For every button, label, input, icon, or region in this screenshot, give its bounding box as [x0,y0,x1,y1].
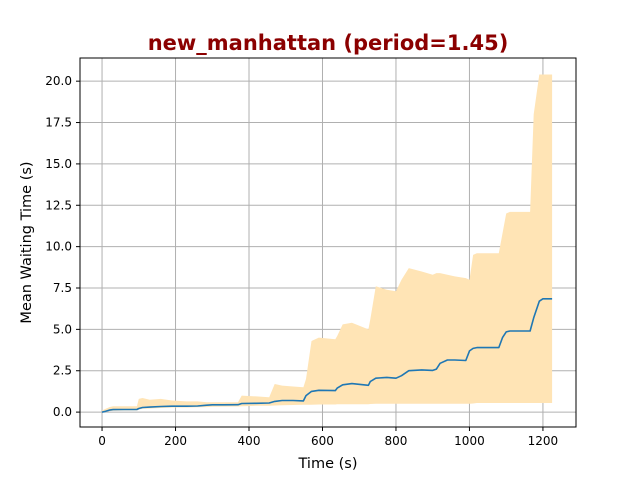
x-tick-label: 0 [98,434,106,448]
x-tick-label: 200 [164,434,187,448]
y-tick-label: 12.5 [45,198,72,212]
y-tick-label: 10.0 [45,240,72,254]
y-tick-label: 20.0 [45,74,72,88]
y-axis-label: Mean Waiting Time (s) [19,161,35,323]
chart-title: new_manhattan (period=1.45) [148,31,509,55]
y-tick-label: 0.0 [53,405,72,419]
y-tick-label: 2.5 [53,364,72,378]
y-tick-label: 17.5 [45,116,72,130]
x-tick-label: 800 [385,434,408,448]
x-tick-label: 400 [238,434,261,448]
x-tick-label: 1200 [528,434,559,448]
grid-layer [80,58,576,427]
x-axis-label: Time (s) [298,456,358,472]
plot-frame [79,57,577,428]
mean-line [101,298,553,413]
std-band [102,74,553,413]
y-tick-label: 15.0 [45,157,72,171]
tick-layer: 0 200 400 600 800 1000 1200 0.0 2.5 5.0 7.5 10.0 12.… [45,74,558,448]
y-tick-label: 7.5 [53,281,72,295]
x-tick-label: 600 [311,434,334,448]
x-tick-label: 1000 [454,434,485,448]
y-tick-label: 5.0 [53,322,72,336]
